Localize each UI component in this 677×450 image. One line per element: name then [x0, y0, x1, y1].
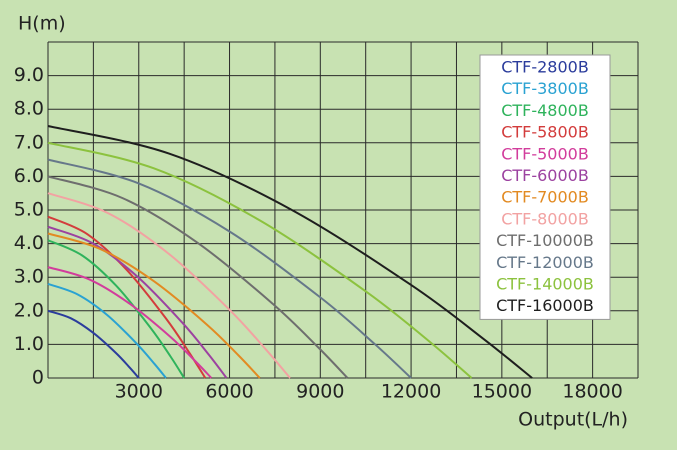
pump-curve [47, 125, 533, 379]
legend-entry: CTF-8000B [501, 209, 589, 228]
legend-entry: CTF-12000B [496, 253, 594, 272]
pump-curve [47, 266, 213, 379]
x-tick-label: 3000 [115, 381, 163, 403]
legend-entry: CTF-6000B [501, 166, 589, 185]
legend-entry: CTF-2800B [501, 58, 589, 77]
y-tick-label: 0 [32, 367, 44, 389]
y-tick-label: 7.0 [14, 131, 44, 153]
pump-curve [47, 282, 167, 379]
pump-curve [47, 158, 412, 379]
x-tick-label: 6000 [205, 381, 253, 403]
pump-curve [47, 192, 291, 379]
legend-entry: CTF-14000B [496, 275, 594, 294]
pump-curve [47, 175, 349, 379]
legend-entry: CTF-16000B [496, 296, 594, 315]
legend: CTF-2800B CTF-3800B CTF-4800B CTF-5800B CTF-… [479, 54, 611, 320]
pump-curve [47, 141, 473, 379]
x-tick-label: 15000 [472, 381, 532, 403]
pump-curve [47, 225, 228, 379]
legend-entry: CTF-10000B [496, 231, 594, 250]
x-tick-label: 9000 [296, 381, 344, 403]
x-tick-label: 18000 [562, 381, 622, 403]
y-tick-label: 3.0 [14, 266, 44, 288]
y-tick-label: 6.0 [14, 165, 44, 187]
y-tick-label: 5.0 [14, 199, 44, 221]
legend-entry: CTF-5000B [501, 144, 589, 163]
pump-curve [47, 239, 185, 379]
pump-curve [47, 232, 261, 379]
y-tick-label: 2.0 [14, 299, 44, 321]
legend-entry: CTF-3800B [501, 79, 589, 98]
legend-entry: CTF-7000B [501, 188, 589, 207]
y-tick-label: 8.0 [14, 98, 44, 120]
y-axis-label: H(m) [18, 13, 66, 35]
y-tick-label: 1.0 [14, 333, 44, 355]
legend-entry: CTF-5800B [501, 123, 589, 142]
legend-entry: CTF-4800B [501, 101, 589, 120]
y-tick-label: 9.0 [14, 64, 44, 86]
x-tick-label: 12000 [381, 381, 441, 403]
pump-curve [47, 309, 140, 379]
y-tick-label: 4.0 [14, 232, 44, 254]
x-axis-label: Output(L/h) [518, 409, 628, 431]
legend-box [479, 54, 611, 320]
